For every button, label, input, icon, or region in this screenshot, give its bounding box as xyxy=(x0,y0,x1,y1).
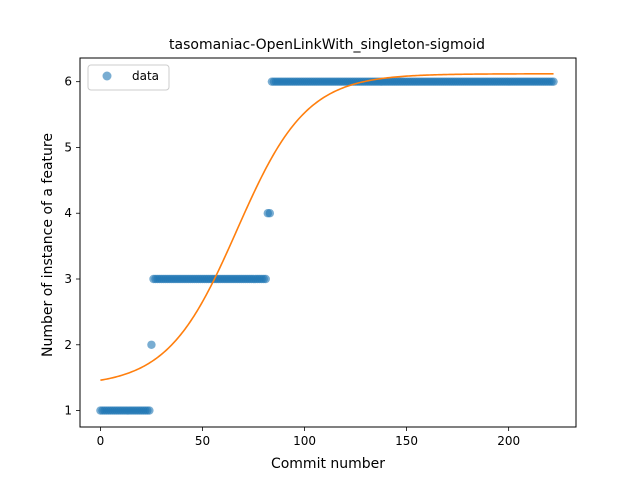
data-point xyxy=(145,406,154,415)
y-tick-label: 4 xyxy=(64,206,72,220)
y-axis-ticks: 1 2 3 4 5 6 xyxy=(64,75,80,418)
y-tick-label: 2 xyxy=(64,338,72,352)
y-tick-label: 6 xyxy=(64,75,72,89)
data-point xyxy=(549,77,558,86)
x-axis-label: Commit number xyxy=(271,456,385,472)
data-point xyxy=(265,209,275,218)
plot-frame xyxy=(79,57,577,428)
data-point xyxy=(261,274,270,284)
x-tick-label: 200 xyxy=(497,434,520,448)
y-axis-label: Number of instance of a feature xyxy=(40,133,56,357)
legend-box xyxy=(87,64,170,91)
sigmoid-fit-line xyxy=(100,73,554,382)
x-tick-label: 0 xyxy=(97,434,105,448)
y-tick-label: 3 xyxy=(64,272,72,286)
x-tick-label: 50 xyxy=(195,434,210,448)
fit-line-layer xyxy=(100,73,554,382)
legend: data xyxy=(87,64,170,91)
data-point xyxy=(147,340,156,349)
y-tick-label: 5 xyxy=(64,140,72,154)
x-tick-label: 100 xyxy=(293,434,316,448)
legend-label-data: data xyxy=(132,69,159,83)
y-tick-label: 1 xyxy=(64,404,72,418)
data-points xyxy=(96,77,558,415)
chart-title: tasomaniac-OpenLinkWith_singleton-sigmoi… xyxy=(169,37,485,53)
x-axis-ticks: 0 50 100 150 200 xyxy=(97,427,520,448)
x-tick-label: 150 xyxy=(395,434,418,448)
legend-marker xyxy=(102,71,112,81)
